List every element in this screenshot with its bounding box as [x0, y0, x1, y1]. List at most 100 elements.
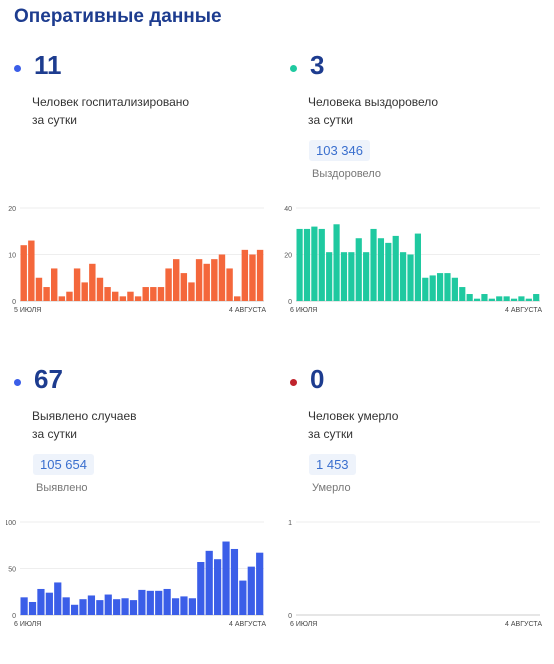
bar [127, 291, 134, 301]
bar [119, 296, 127, 301]
x-start-label: 6 ИЮЛЯ [290, 621, 317, 628]
bar [473, 298, 481, 301]
y-tick-label: 10 [8, 253, 16, 260]
bar [459, 287, 466, 301]
deaths-bullet-icon [290, 379, 297, 386]
bar [188, 282, 195, 301]
bar [138, 589, 146, 615]
x-start-label: 5 ИЮЛЯ [14, 307, 41, 314]
bar [436, 273, 444, 301]
bar [43, 287, 50, 301]
deaths-desc-line1: Человек умерло [308, 409, 399, 423]
cases-desc-line2: за сутки [32, 427, 77, 441]
cases-bullet-icon [14, 379, 21, 386]
bar [247, 566, 255, 615]
bar [81, 282, 88, 301]
cases-panel: 67 Выявлено случаев за сутки 105 654 Выя… [6, 364, 268, 664]
cases-description: Выявлено случаев за сутки [32, 407, 252, 443]
hospitalized-bullet-icon [14, 65, 21, 72]
x-end-label: 4 АВГУСТА [505, 307, 542, 314]
bar [66, 291, 73, 301]
hospitalized-desc-line1: Человек госпитализировано [32, 95, 190, 109]
bar [146, 590, 154, 615]
y-tick-label: 50 [8, 567, 16, 574]
bar [142, 287, 149, 301]
recovered-total: 103 346 [309, 140, 370, 161]
bar [62, 597, 70, 615]
bar [407, 254, 414, 301]
recovered-description: Человека выздоровело за сутки [308, 93, 528, 129]
bar [256, 249, 264, 301]
bar [414, 233, 421, 301]
bar [180, 596, 188, 615]
bar [134, 296, 142, 301]
bar [205, 550, 213, 615]
hospitalized-desc-line2: за сутки [32, 113, 77, 127]
bar [303, 228, 311, 301]
bar [533, 294, 540, 301]
x-end-label: 4 АВГУСТА [229, 307, 266, 314]
bar [363, 252, 370, 301]
bar [239, 580, 247, 615]
recovered-desc-line2: за сутки [308, 113, 353, 127]
deaths-total-label: Умерло [312, 482, 351, 494]
deaths-chart: 0 1 6 ИЮЛЯ 4 АВГУСТА [288, 520, 542, 628]
bar [104, 594, 112, 615]
bar [188, 598, 196, 615]
cases-count: 67 [34, 364, 63, 394]
bar [385, 242, 392, 301]
hospitalized-panel: 11 Человек госпитализировано за сутки 0 1… [6, 50, 268, 350]
y-tick-label: 0 [288, 299, 292, 306]
cases-total: 105 654 [33, 454, 94, 475]
bar [510, 298, 518, 301]
bar [171, 598, 180, 615]
bar [28, 240, 35, 301]
bar [20, 245, 27, 301]
cases-total-label: Выявлено [36, 482, 88, 494]
bar [326, 252, 333, 301]
bar [150, 287, 157, 301]
y-tick-label: 40 [284, 206, 292, 213]
y-tick-label: 1 [288, 520, 292, 527]
bar [112, 291, 119, 301]
hospitalized-chart: 0 10 20 5 ИЮЛЯ 4 АВГУСТА [8, 206, 266, 314]
bar [113, 599, 121, 615]
bar [370, 228, 377, 301]
bar [197, 561, 205, 615]
bar [311, 226, 318, 301]
bar [333, 224, 340, 301]
bar [318, 228, 325, 301]
deaths-count: 0 [310, 364, 325, 394]
bar [157, 287, 165, 301]
bar [340, 252, 348, 301]
bar [249, 254, 256, 301]
bar [256, 552, 264, 615]
page-title: Оперативные данные [14, 6, 222, 27]
bar [488, 298, 495, 301]
bar [155, 590, 163, 615]
bar [392, 235, 399, 301]
recovered-bullet-icon [290, 65, 297, 72]
deaths-description: Человек умерло за сутки [308, 407, 528, 443]
bar [37, 588, 45, 615]
bar [35, 277, 43, 301]
bar [104, 287, 111, 301]
x-start-label: 6 ИЮЛЯ [290, 307, 317, 314]
bar [348, 252, 355, 301]
bar [58, 296, 66, 301]
bar [214, 559, 222, 615]
bar [241, 249, 249, 301]
bar [481, 294, 488, 301]
bar [377, 238, 385, 301]
bar [234, 296, 241, 301]
x-end-label: 4 АВГУСТА [505, 621, 542, 628]
recovered-total-label: Выздоровело [312, 168, 381, 180]
bar [87, 595, 96, 615]
y-tick-label: 0 [12, 613, 16, 620]
bar [422, 277, 429, 301]
bar [296, 228, 303, 301]
cases-desc-line1: Выявлено случаев [32, 409, 137, 423]
recovered-chart: 0 20 40 6 ИЮЛЯ 4 АВГУСТА [284, 206, 542, 314]
bar [400, 252, 407, 301]
bar [211, 259, 218, 301]
